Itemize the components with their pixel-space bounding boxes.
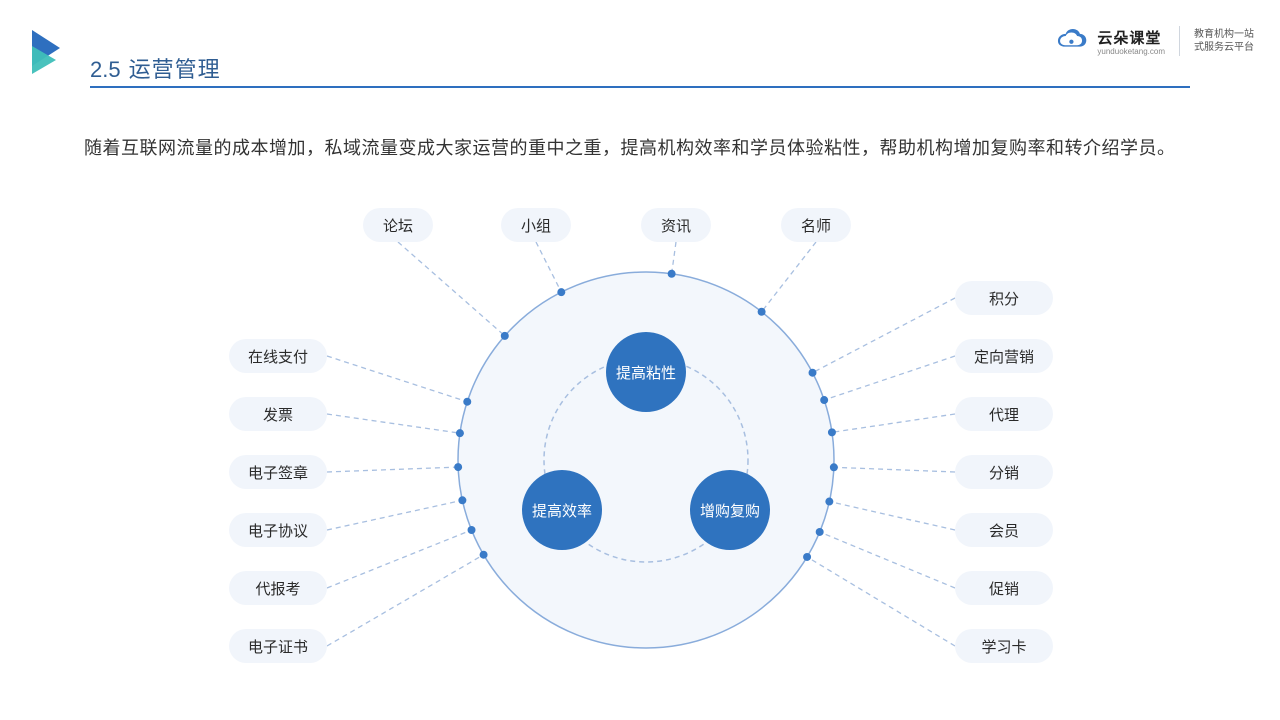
logo-divider <box>1179 26 1180 56</box>
pill-ecert: 电子证书 <box>229 629 327 663</box>
pill-invoice: 发票 <box>229 397 327 431</box>
section-heading: 2.5 运营管理 <box>90 52 221 84</box>
pill-promo: 促销 <box>955 571 1053 605</box>
pill-target: 定向营销 <box>955 339 1053 373</box>
tagline-line-2: 式服务云平台 <box>1194 41 1254 54</box>
pill-dist: 分销 <box>955 455 1053 489</box>
hub-efficiency: 提高效率 <box>522 470 602 550</box>
pill-teacher: 名师 <box>781 208 851 242</box>
brand-logo: 云朵课堂 yunduoketang.com 教育机构一站 式服务云平台 <box>1053 26 1254 56</box>
hub-repurchase: 增购复购 <box>690 470 770 550</box>
pill-member: 会员 <box>955 513 1053 547</box>
pill-forum: 论坛 <box>363 208 433 242</box>
pill-eagree: 电子协议 <box>229 513 327 547</box>
brand-tagline: 教育机构一站 式服务云平台 <box>1194 28 1254 54</box>
pill-pay: 在线支付 <box>229 339 327 373</box>
pill-group: 小组 <box>501 208 571 242</box>
brand-domain: yunduoketang.com <box>1097 47 1165 56</box>
hub-sticky: 提高粘性 <box>606 332 686 412</box>
header-play-icon <box>32 30 74 80</box>
pill-card: 学习卡 <box>955 629 1053 663</box>
brand-text: 云朵课堂 yunduoketang.com <box>1097 27 1165 56</box>
tagline-line-1: 教育机构一站 <box>1194 28 1254 41</box>
brand-name: 云朵课堂 <box>1097 27 1165 48</box>
pill-news: 资讯 <box>641 208 711 242</box>
pill-agent: 代理 <box>955 397 1053 431</box>
pill-points: 积分 <box>955 281 1053 315</box>
pill-esign: 电子签章 <box>229 455 327 489</box>
cloud-icon <box>1053 28 1087 54</box>
pill-exam: 代报考 <box>229 571 327 605</box>
intro-paragraph: 随着互联网流量的成本增加，私域流量变成大家运营的重中之重，提高机构效率和学员体验… <box>84 130 1196 166</box>
section-title: 运营管理 <box>129 52 221 84</box>
slide-root: 2.5 运营管理 云朵课堂 yunduoketang.com 教育机构一站 式服… <box>0 0 1280 720</box>
section-number: 2.5 <box>90 57 121 83</box>
heading-underline <box>90 86 1190 88</box>
